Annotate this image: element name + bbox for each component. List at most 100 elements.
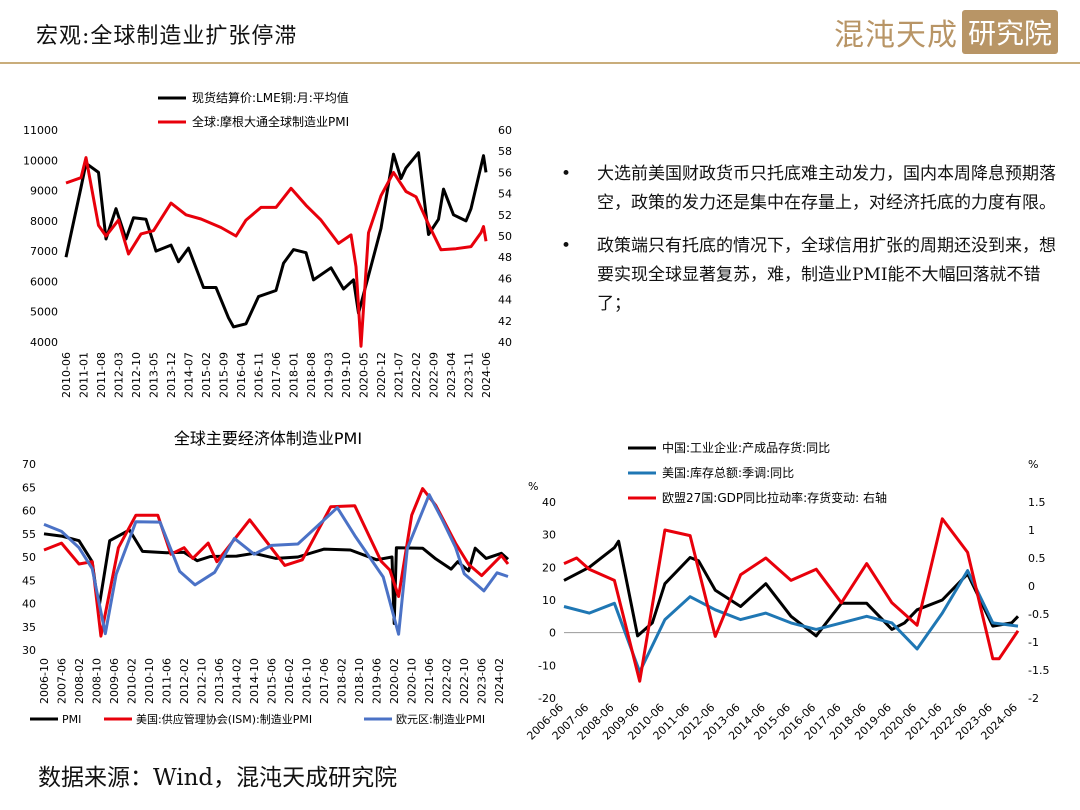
x-tick-label: 2006-10 [38,658,51,704]
legend-label: 欧元区:制造业PMI [396,712,485,726]
x-tick-label: 2012-03 [113,352,126,398]
x-tick-label: 2021-06 [423,658,436,704]
x-tick-label: 2019-06 [371,658,384,704]
y-tick-label: 40 [22,598,36,611]
y2-unit-label: % [1028,458,1038,471]
y-tick-label: 60 [22,505,36,518]
legend-label: 欧盟27国:GDP同比拉动率:存货变动: 右轴 [662,490,887,505]
x-tick-label: 2011-06 [161,658,174,704]
series-line [43,493,509,636]
x-tick-label: 2010-02 [126,658,139,704]
x-tick-label: 2014-02 [231,658,244,704]
series-line [563,569,1019,674]
x-tick-label: 2008-02 [73,658,86,704]
brand-box: 研究院 [961,10,1058,54]
x-tick-label: 2019-03 [323,352,336,398]
y-tick-label: 5000 [30,306,58,319]
x-tick-label: 2012-10 [196,658,209,704]
x-tick-label: 2022-02 [410,352,423,398]
y2-tick-label: 54 [498,188,512,201]
y2-tick-label: 56 [498,166,512,179]
x-tick-label: 2024-02 [493,658,506,704]
y-tick-label: 40 [542,496,556,509]
y-tick-label: 10 [542,594,556,607]
y2-tick-label: 52 [498,209,512,222]
y2-tick-label: -1.5 [1028,664,1049,677]
y-tick-label: 30 [542,529,556,542]
x-tick-label: 2024-06 [480,352,493,398]
y2-tick-label: -0.5 [1028,608,1049,621]
legend-label: 现货结算价:LME铜:月:平均值 [192,90,349,105]
x-tick-label: 2015-06 [266,658,279,704]
y2-tick-label: 42 [498,315,512,328]
x-tick-label: 2020-10 [406,658,419,704]
y-tick-label: 7000 [30,245,58,258]
x-tick-label: 2013-12 [165,352,178,398]
y-tick-label: 30 [22,644,36,657]
header-rule [0,62,1080,64]
x-tick-label: 2013-05 [148,352,161,398]
copper-pmi-chart: 4000 5000 6000 7000 8000 9000 10000 11000 40 42 44… [23,90,512,398]
x-tick-label: 2020-12 [375,352,388,398]
x-tick-label: 2016-11 [253,352,266,398]
x-tick-label: 2023-11 [463,352,476,398]
x-tick-label: 2013-06 [213,658,226,704]
x-tick-label: 2012-02 [178,658,191,704]
page-header: 宏观:全球制造业扩张停滞 混沌天成 研究院 [0,0,1080,64]
y-tick-label: 20 [542,561,556,574]
bullet-item: • 大选前美国财政货币只托底难主动发力，国内本周降息预期落空，政策的发力还是集中… [555,160,1065,218]
y2-tick-label: 48 [498,251,512,264]
x-tick-label: 2018-01 [288,352,301,398]
page-title: 宏观:全球制造业扩张停滞 [36,24,298,49]
y2-tick-label: 1.5 [1028,496,1046,509]
x-tick-label: 2020-05 [358,352,371,398]
legend-label: PMI [62,713,81,726]
bullet-item: • 政策端只有托底的情况下，全球信用扩张的周期还没到来，想要实现全球显著复苏，难… [555,232,1065,319]
y-tick-label: 11000 [23,124,58,137]
y-tick-label: 4000 [30,336,58,349]
brand-logo: 混沌天成 研究院 [833,10,1058,54]
brand-name: 混沌天成 [833,18,958,53]
x-tick-label: 2023-06 [476,658,489,704]
y2-tick-label: -2 [1028,692,1039,705]
y-tick-label: 70 [22,458,36,471]
y-tick-label: 65 [22,481,36,494]
y2-tick-label: 0.5 [1028,552,1046,565]
x-tick-label: 2023-04 [445,352,458,398]
y-tick-label: 35 [22,621,36,634]
series-line [563,517,1020,683]
x-tick-label: 2011-08 [95,352,108,398]
bullet-marker: • [561,236,572,256]
y-tick-label: 8000 [30,215,58,228]
data-source: 数据来源：Wind，混沌天成研究院 [38,765,398,791]
y-tick-label: 10000 [23,154,58,167]
y-unit-label: % [528,480,538,493]
x-tick-label: 2016-02 [283,658,296,704]
legend-label: 美国:供应管理协会(ISM):制造业PMI [136,712,312,726]
series-line [563,539,1020,638]
global-pmi-chart: 全球主要经济体制造业PMI 30 35 40 45 50 55 60 65 70 2006-10 20… [22,429,510,726]
x-tick-label: 2011-01 [78,352,91,398]
x-tick-label: 2014-07 [183,352,196,398]
legend-label: 中国:工业企业:产成品存货:同比 [662,440,830,455]
bullet-marker: • [561,164,572,184]
x-tick-label: 2007-06 [56,658,69,704]
x-tick-label: 2018-02 [336,658,349,704]
y-tick-label: 55 [22,528,36,541]
x-tick-label: 2017-06 [318,658,331,704]
x-tick-label: 2019-10 [340,352,353,398]
y2-tick-label: 44 [498,294,512,307]
y2-tick-label: -1 [1028,636,1039,649]
y2-tick-label: 40 [498,336,512,349]
x-tick-label: 2022-02 [441,658,454,704]
x-tick-label: 2018-08 [305,352,318,398]
inventory-chart: %%-20-10010203040-2-1.5-1-0.500.511.5200… [524,440,1049,743]
x-tick-label: 2009-06 [108,658,121,704]
x-tick-label: 2014-10 [248,658,261,704]
x-tick-label: 2010-10 [143,658,156,704]
legend-label: 全球:摩根大通全球制造业PMI [192,114,349,129]
y2-tick-label: 46 [498,272,512,285]
series-line [65,156,488,348]
y2-tick-label: 1 [1028,524,1035,537]
x-tick-label: 2008-10 [91,658,104,704]
